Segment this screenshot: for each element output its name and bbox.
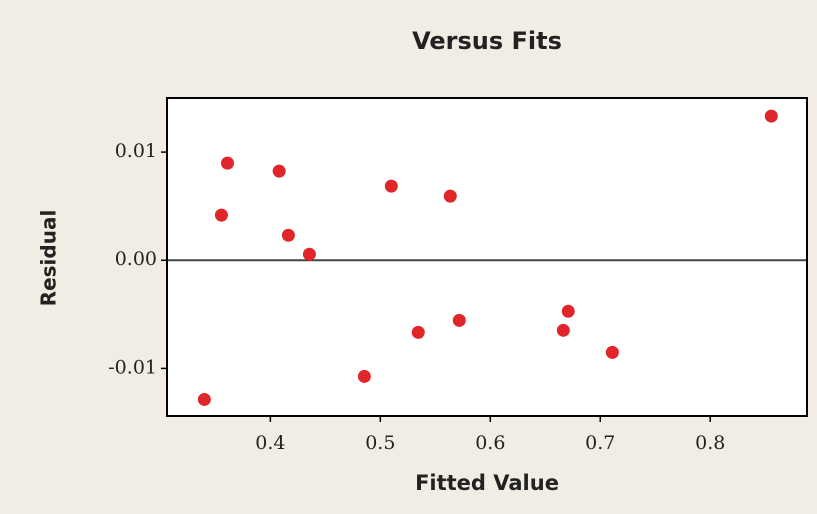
point bbox=[557, 324, 570, 337]
x-tick-label: 0.7 bbox=[585, 432, 615, 454]
point bbox=[562, 305, 575, 318]
chart: Versus Fits Fitted Value Residual -0.01 0… bbox=[0, 0, 817, 514]
point bbox=[221, 157, 234, 170]
point bbox=[273, 165, 286, 178]
point bbox=[282, 229, 295, 242]
point bbox=[215, 209, 228, 222]
y-tick-label: 0.00 bbox=[115, 248, 157, 270]
plot-area bbox=[167, 98, 807, 416]
point bbox=[385, 180, 398, 193]
x-tick-label: 0.4 bbox=[255, 432, 285, 454]
y-axis-label: Residual bbox=[37, 210, 61, 307]
chart-title: Versus Fits bbox=[412, 27, 562, 55]
point bbox=[303, 248, 316, 261]
point bbox=[453, 314, 466, 327]
point bbox=[412, 326, 425, 339]
y-tick-label: 0.01 bbox=[115, 140, 157, 162]
point bbox=[444, 190, 457, 203]
x-tick-label: 0.8 bbox=[695, 432, 725, 454]
x-tick-label: 0.5 bbox=[365, 432, 395, 454]
point bbox=[358, 370, 371, 383]
x-axis-label: Fitted Value bbox=[415, 471, 559, 495]
point bbox=[606, 346, 619, 359]
point bbox=[765, 110, 778, 123]
y-tick-label: -0.01 bbox=[108, 356, 157, 378]
point bbox=[198, 393, 211, 406]
x-tick-label: 0.6 bbox=[475, 432, 505, 454]
